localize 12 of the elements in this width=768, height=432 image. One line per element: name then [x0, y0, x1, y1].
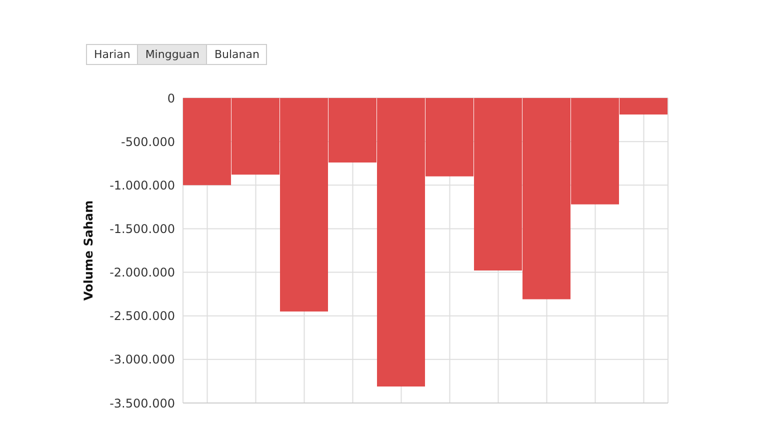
y-tick-label: -3.000.000 — [110, 352, 175, 367]
y-tick-label: -2.000.000 — [110, 266, 175, 280]
y-tick-label: 0 — [167, 91, 175, 106]
tab-button: Bulanan — [206, 44, 268, 65]
y-tick-label: -3.500.000 — [110, 396, 175, 410]
y-axis-title: Volume Saham — [81, 200, 96, 301]
y-tick-label: -500.000 — [121, 134, 175, 149]
y-tick-label: -1.000.000 — [110, 178, 175, 192]
tab-button: Harian — [86, 44, 138, 65]
tab-button: Mingguan — [137, 44, 208, 65]
y-tick-label: -2.500.000 — [110, 309, 175, 324]
y-tick-label: -1.500.000 — [110, 222, 175, 236]
